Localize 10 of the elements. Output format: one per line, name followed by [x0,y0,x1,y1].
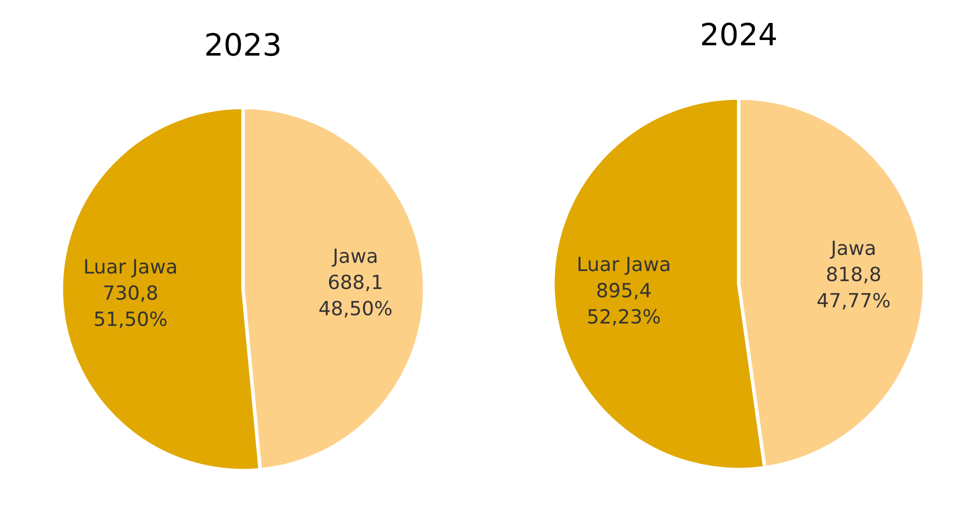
slice-label: Jawa [830,240,875,259]
data-label: 895,4 52,23% [588,282,660,326]
slice-label: Jawa [332,248,376,267]
chart-title: 2024 [702,22,776,46]
slice-label: Luar Jawa [85,259,176,278]
data-label: 818,8 47,77% [817,266,890,310]
data-label: 730,8 51,50% [94,285,167,328]
chart-title: 2023 [206,32,280,56]
slice-label: Luar Jawa [578,256,670,275]
data-label: 688,1 48,50% [319,274,392,318]
